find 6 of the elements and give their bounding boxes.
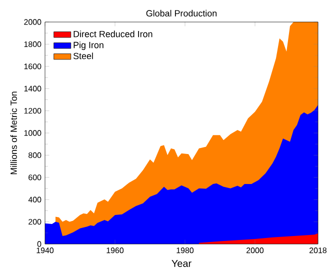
x-axis-title: Year xyxy=(172,260,192,267)
legend-label: Steel xyxy=(73,52,93,60)
chart-title: Global Production xyxy=(146,10,217,17)
legend-label: Direct Reduced Iron xyxy=(74,30,152,38)
y-axis-title: Millions of Metric Ton xyxy=(10,92,17,174)
legend-label: Pig Iron xyxy=(74,42,104,50)
